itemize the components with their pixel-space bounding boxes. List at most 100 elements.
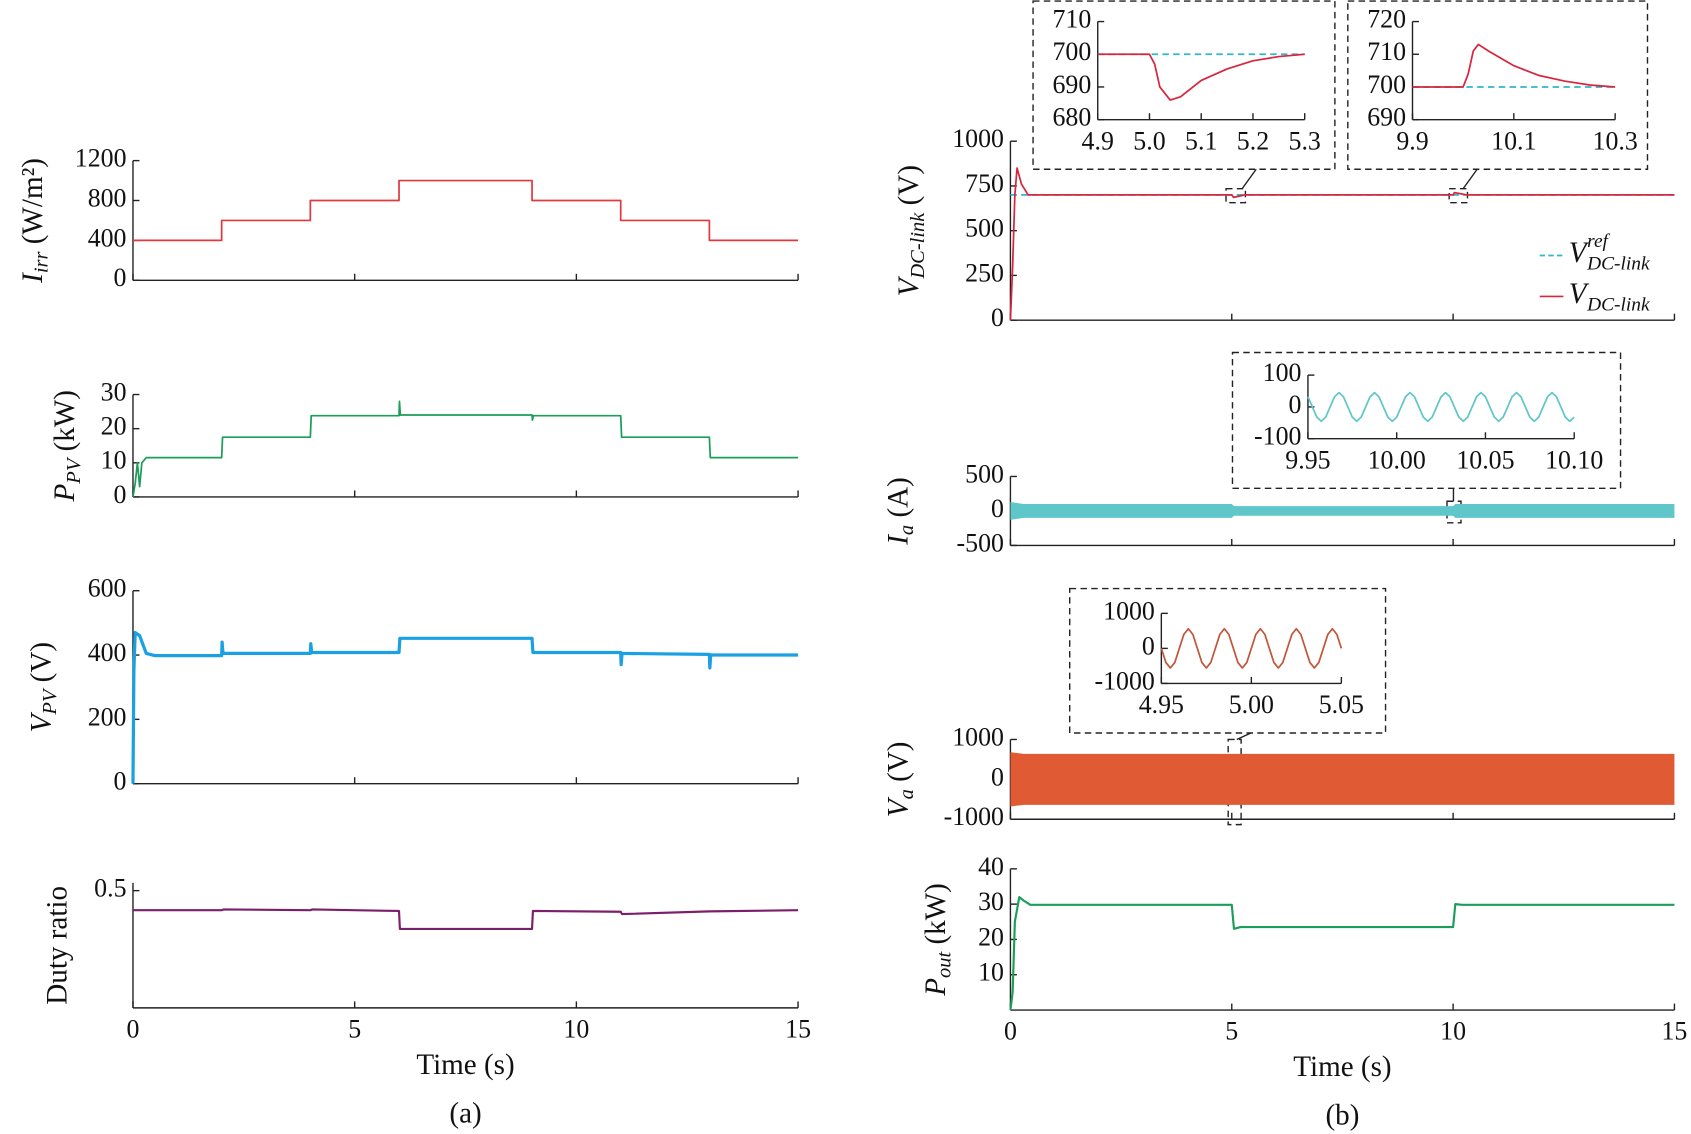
y-tick-label: 0 [991,494,1004,523]
inset-frame [1069,587,1387,734]
y-tick-label: 0 [114,480,127,509]
y-tick-label: 700 [1052,37,1091,66]
label-part: Duty ratio [41,886,73,1005]
label-part: out [933,950,955,977]
label-part: P [920,978,952,997]
y-tick-label: 250 [965,258,1004,287]
x-tick-label: 5.3 [1289,126,1321,155]
x-tick-label: 10.3 [1593,126,1638,155]
x-tick-label: 5 [1225,1017,1238,1046]
y-axis-label: Duty ratio [41,886,73,1005]
y-tick-label: -1000 [1095,666,1155,695]
y-axis-label: VDC-link (V) [893,165,929,296]
label-part: V [25,711,57,732]
y-tick-label: 400 [88,638,127,667]
data-band [1010,752,1675,807]
data-line [1009,167,1675,321]
label-part: I [882,534,914,546]
y-tick-label: 40 [978,852,1004,881]
x-axis-label: Time (s) [1293,1051,1391,1083]
data-line [1097,53,1305,101]
label-part: a [896,789,918,799]
data-line [1009,895,1675,1011]
y-tick-label: 1000 [952,124,1004,153]
y-tick-label: 1200 [75,144,127,173]
y-tick-label: 700 [1367,70,1406,99]
x-axis-label: Time (s) [416,1049,514,1081]
label-part: (A) [882,477,914,525]
y-tick-label: 10 [978,958,1004,987]
y-tick-label: -500 [957,528,1004,557]
y-tick-label: 0 [991,303,1004,332]
x-tick-label: 10 [563,1015,589,1044]
x-tick-label: 5.0 [1133,126,1165,155]
legend-label-sub: DC-link [1586,295,1650,316]
y-tick-label: 0 [114,767,127,796]
y-axis-label: Ia (A) [882,477,918,546]
y-axis-label: Va (V) [882,742,918,818]
y-axis-label: Pout (kW) [920,883,956,997]
y-tick-label: 100 [1263,358,1302,387]
y-tick-label: 30 [101,377,127,406]
data-band [1010,501,1675,520]
label-part: DC-link [907,212,929,280]
label-part: P [49,483,81,502]
y-tick-label: -1000 [944,802,1004,831]
label-part: a [896,525,918,535]
legend-label: V [1569,278,1590,310]
y-tick-label: 500 [965,214,1004,243]
x-tick-label: 10 [1440,1017,1466,1046]
y-tick-label: 0.5 [94,874,126,903]
inset-frame [1032,0,1336,170]
y-tick-label: 710 [1052,4,1091,33]
y-tick-label: 600 [88,574,127,603]
y-tick-label: 20 [978,922,1004,951]
y-tick-label: 1000 [1103,596,1155,625]
legend-label-sub: DC-link [1586,254,1650,275]
x-tick-label: 15 [785,1015,811,1044]
label-part: PV [39,687,61,716]
x-tick-label: 10.00 [1368,445,1426,474]
y-tick-label: 30 [978,887,1004,916]
x-tick-label: 4.95 [1139,690,1184,719]
label-part: V [882,796,914,817]
x-tick-label: 4.9 [1082,126,1114,155]
inset-frame [1231,351,1622,490]
data-line [1307,391,1575,423]
connector [1462,168,1478,190]
label-part: (V) [25,642,57,690]
x-tick-label: 15 [1662,1017,1688,1046]
y-tick-label: 0 [1142,631,1155,660]
y-tick-label: 20 [101,412,127,441]
label-part: (W/m²) [17,158,49,252]
y-tick-label: 400 [88,223,127,252]
x-tick-label: 10.1 [1491,126,1536,155]
y-tick-label: 1000 [952,722,1004,751]
inset-frame [1347,0,1649,170]
panel-caption: (a) [449,1097,481,1129]
y-tick-label: 500 [965,459,1004,488]
y-axis-label: VPV (V) [25,642,61,732]
data-line [132,400,799,498]
y-tick-label: 750 [965,169,1004,198]
data-line [1160,627,1343,669]
x-tick-label: 10.05 [1456,445,1514,474]
x-tick-label: 0 [127,1015,140,1044]
y-tick-label: 10 [101,446,127,475]
data-line [132,179,799,242]
x-tick-label: 5.05 [1319,690,1364,719]
label-part: (V) [882,742,914,790]
x-tick-label: 5 [348,1015,361,1044]
label-part: (V) [893,165,925,213]
x-tick-label: 5.00 [1229,690,1274,719]
data-line [1412,43,1616,88]
y-tick-label: 690 [1052,70,1091,99]
label-part: V [893,275,925,296]
legend-label: V [1569,237,1590,269]
data-line [132,908,799,931]
y-tick-label: 720 [1367,4,1406,33]
label-part: PV [62,456,84,485]
legend-label-sup: ref [1587,231,1610,252]
label-part: irr [30,251,52,274]
label-part: (kW) [49,390,81,459]
